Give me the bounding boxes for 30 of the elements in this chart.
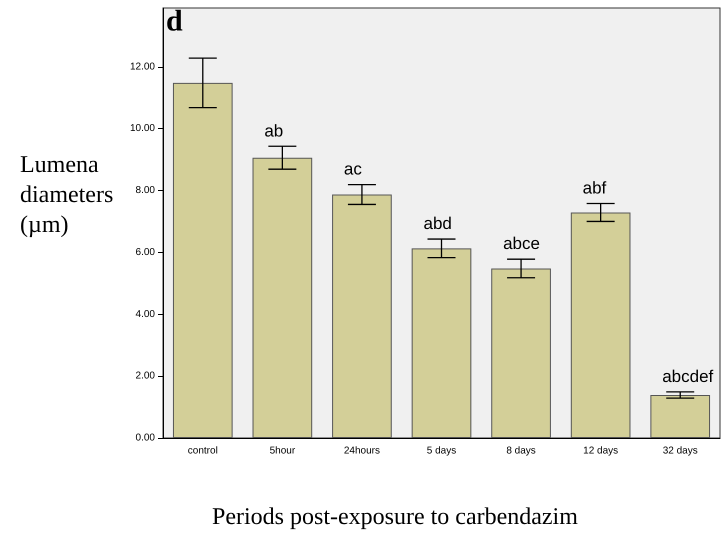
y-tick-label: 12.00	[130, 61, 156, 72]
annotation: abce	[503, 234, 540, 254]
y-tick-label: 10.00	[130, 123, 156, 134]
x-axis-title: Periods post-exposure to carbendazim	[212, 504, 578, 530]
y-tick-label: 4.00	[136, 308, 156, 320]
bar	[412, 248, 472, 438]
y-tick-label: 8.00	[136, 185, 156, 196]
x-tick-label: 32 days	[662, 446, 698, 456]
chart-title: d	[166, 4, 183, 38]
y-tick-label: 0.00	[136, 432, 156, 444]
x-tick-label: 12 days	[583, 446, 618, 456]
bar	[491, 268, 551, 438]
annotation: ac	[344, 160, 362, 179]
annotation: abd	[424, 214, 452, 234]
y-axis-title: Lumena diameters (µm)	[20, 152, 114, 238]
x-tick-label: 5 days	[426, 446, 456, 456]
x-tick-label: control	[188, 446, 218, 456]
bar	[252, 158, 312, 438]
bar	[172, 82, 233, 438]
bar	[650, 395, 710, 438]
y-tick-label: 2.00	[136, 370, 156, 382]
annotation: ab	[264, 121, 284, 140]
annotation: abf	[582, 178, 607, 198]
x-tick-label: 5hour	[270, 446, 296, 456]
y-tick-label: 6.00	[136, 246, 156, 258]
x-tick-label: 24hours	[344, 446, 380, 456]
bar	[332, 194, 392, 438]
x-tick-label: 8 days	[506, 446, 536, 456]
annotation: abcdef	[662, 366, 714, 386]
bar	[570, 212, 630, 438]
